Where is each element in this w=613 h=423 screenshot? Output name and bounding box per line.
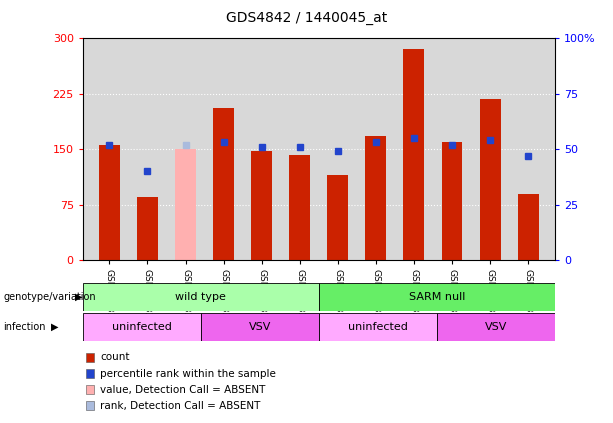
Text: rank, Detection Call = ABSENT: rank, Detection Call = ABSENT (100, 401, 261, 411)
Bar (213, 108, 234, 260)
Text: ▶: ▶ (75, 292, 82, 302)
Bar (83, 283, 319, 311)
Bar (436, 313, 555, 341)
Text: percentile rank within the sample: percentile rank within the sample (100, 368, 276, 379)
Text: wild type: wild type (175, 292, 226, 302)
Bar (175, 149, 196, 260)
Bar (327, 175, 348, 260)
Text: uninfected: uninfected (348, 322, 408, 332)
Text: uninfected: uninfected (112, 322, 172, 332)
Text: count: count (100, 352, 129, 363)
Bar (137, 197, 158, 260)
Text: genotype/variation: genotype/variation (3, 292, 96, 302)
Bar (289, 155, 310, 260)
Bar (365, 136, 386, 260)
Bar (319, 313, 436, 341)
Bar (99, 146, 120, 260)
Bar (83, 313, 201, 341)
Bar (403, 49, 424, 260)
Text: value, Detection Call = ABSENT: value, Detection Call = ABSENT (100, 385, 265, 395)
Bar (319, 283, 555, 311)
Bar (201, 313, 319, 341)
Text: VSV: VSV (484, 322, 507, 332)
Bar (517, 194, 539, 260)
Bar (441, 142, 462, 260)
Text: infection: infection (3, 322, 45, 332)
Bar (251, 151, 272, 260)
Text: VSV: VSV (248, 322, 271, 332)
Text: ▶: ▶ (51, 322, 58, 332)
Text: GDS4842 / 1440045_at: GDS4842 / 1440045_at (226, 11, 387, 25)
Bar (479, 99, 501, 260)
Text: SARM null: SARM null (409, 292, 465, 302)
